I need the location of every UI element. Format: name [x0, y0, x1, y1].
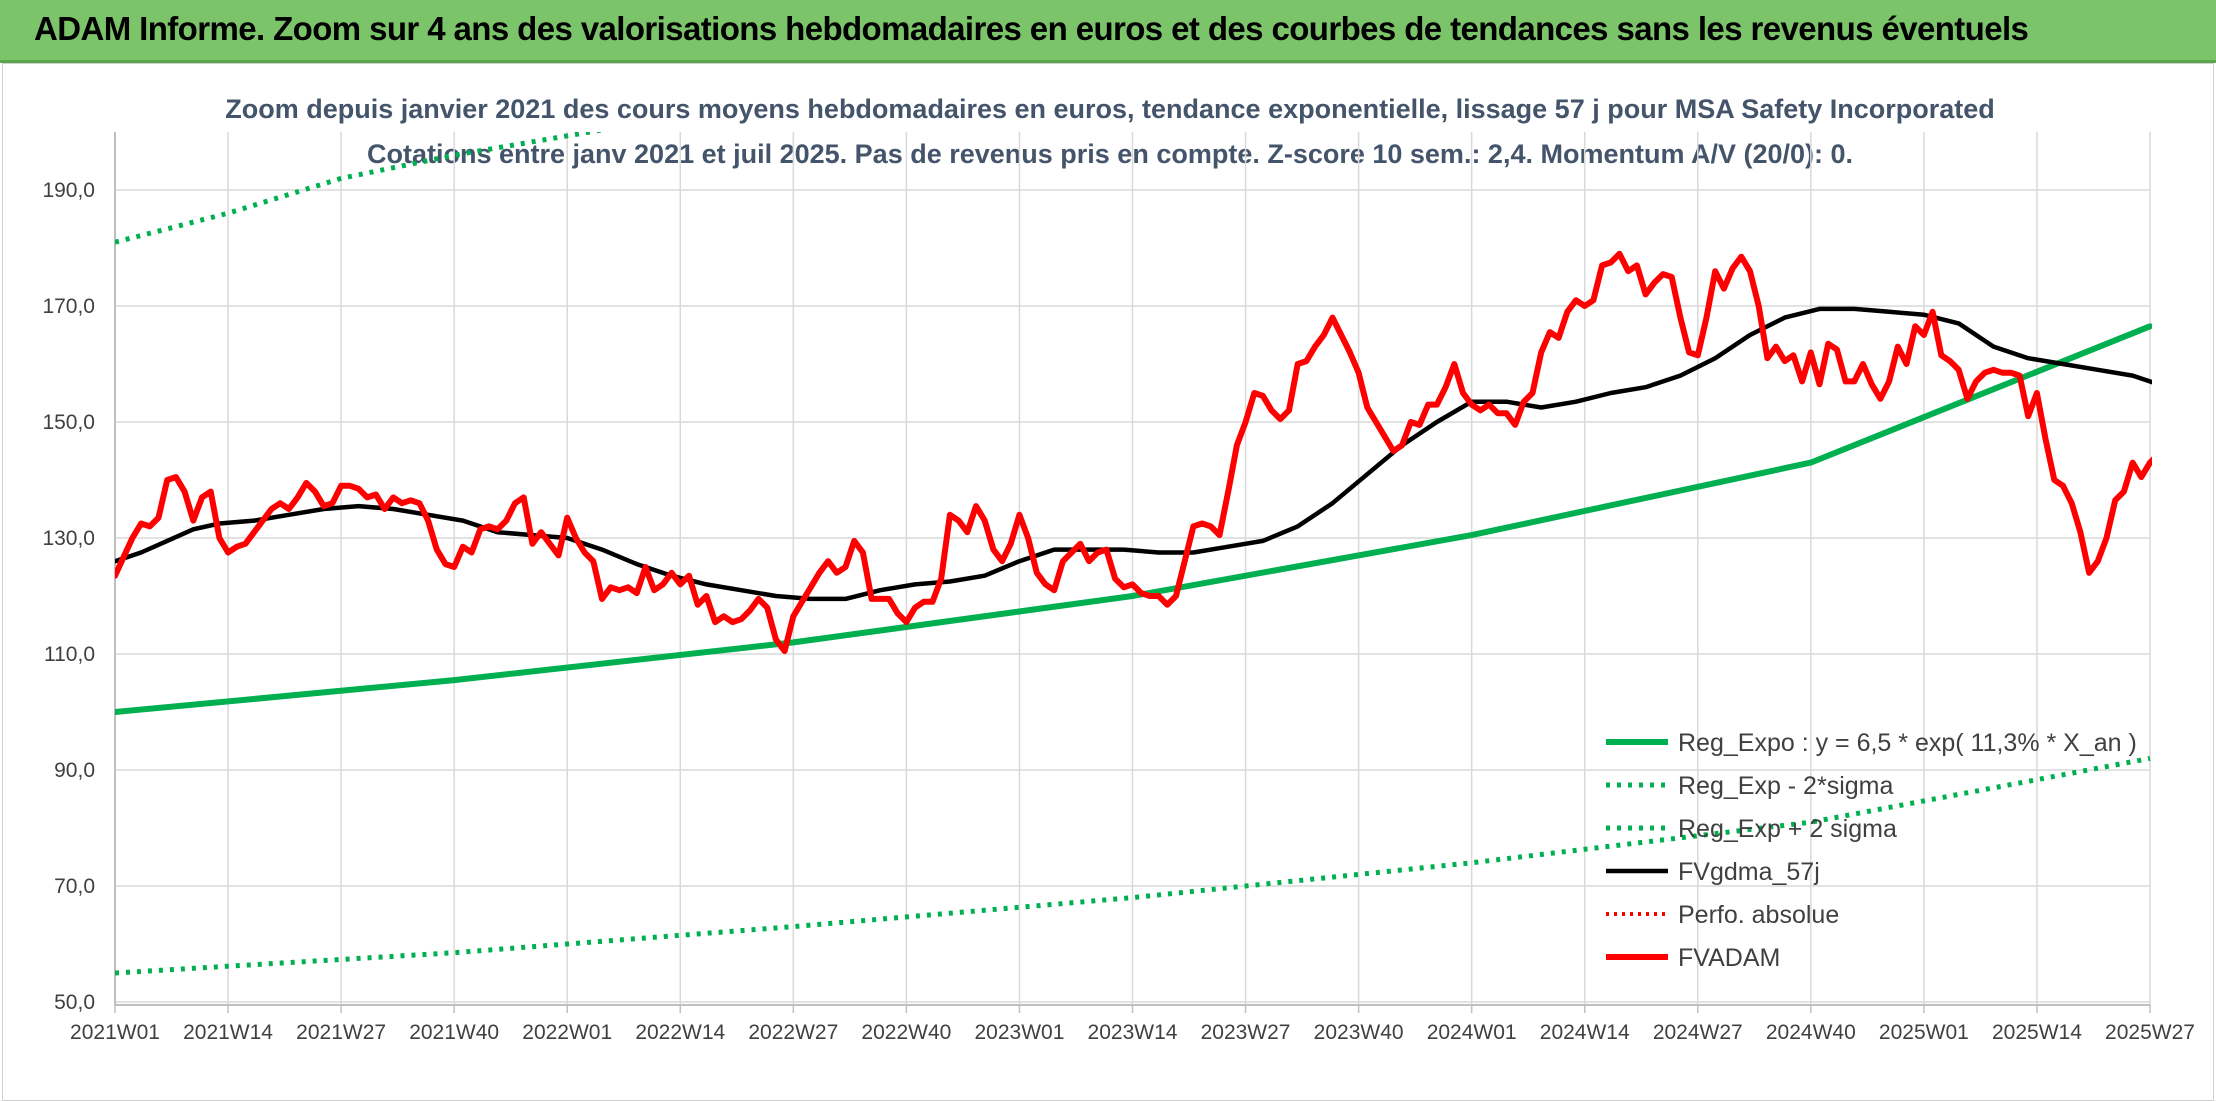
x-tick-label: 2022W14 — [635, 1021, 725, 1044]
x-tick-label: 2024W27 — [1653, 1021, 1743, 1044]
x-tick-label: 2021W01 — [70, 1021, 160, 1044]
x-tick-label: 2023W14 — [1088, 1021, 1178, 1044]
legend-label-3: FVgdma_57j — [1678, 858, 1820, 886]
x-tick-label: 2025W01 — [1879, 1021, 1969, 1044]
y-tick-label: 130,0 — [42, 527, 95, 550]
x-tick-label: 2022W27 — [748, 1021, 838, 1044]
chart-frame: Zoom depuis janvier 2021 des cours moyen… — [2, 63, 2214, 1101]
legend: Reg_Expo : y = 6,5 * exp( 11,3% * X_an )… — [1606, 729, 2137, 972]
series-line-2 — [115, 132, 605, 245]
legend-label-4: Perfo. absolue — [1678, 901, 1839, 929]
plot-lines — [115, 132, 2152, 976]
chart-title: Zoom depuis janvier 2021 des cours moyen… — [225, 94, 1995, 124]
series-line-3 — [115, 306, 2152, 602]
x-tick-label: 2021W27 — [296, 1021, 386, 1044]
x-tick-label: 2023W40 — [1314, 1021, 1404, 1044]
x-tick-label: 2021W40 — [409, 1021, 499, 1044]
banner: ADAM Informe. Zoom sur 4 ans des valoris… — [0, 0, 2216, 63]
series-line-5 — [115, 250, 2152, 655]
axis-labels: 50,0 70,0 90,0 110,0 130,0 150,0 170,0 190,0 202… — [42, 179, 2195, 1044]
x-tick-label: 2023W01 — [974, 1021, 1064, 1044]
x-tick-label: 2024W40 — [1766, 1021, 1856, 1044]
legend-label-2: Reg_Exp + 2 sigma — [1678, 815, 1897, 843]
x-tick-label: 2022W40 — [861, 1021, 951, 1044]
y-tick-label: 70,0 — [54, 875, 95, 898]
chart-subtitle: Cotations entre janv 2021 et juil 2025. … — [367, 139, 1853, 169]
x-tick-label: 2024W01 — [1427, 1021, 1517, 1044]
y-tick-label: 50,0 — [54, 991, 95, 1014]
y-tick-label: 110,0 — [44, 643, 95, 666]
series-line-0 — [115, 323, 2152, 715]
y-tick-label: 170,0 — [42, 295, 95, 318]
legend-label-5: FVADAM — [1678, 944, 1780, 972]
legend-label-1: Reg_Exp - 2*sigma — [1678, 772, 1893, 800]
banner-title: ADAM Informe. Zoom sur 4 ans des valoris… — [34, 10, 2029, 47]
x-tick-label: 2025W27 — [2105, 1021, 2195, 1044]
y-tick-label: 150,0 — [42, 411, 95, 434]
x-tick-label: 2021W14 — [183, 1021, 273, 1044]
x-tick-label: 2022W01 — [522, 1021, 612, 1044]
y-tick-label: 90,0 — [54, 759, 95, 782]
x-tick-label: 2025W14 — [1992, 1021, 2082, 1044]
x-tick-label: 2023W27 — [1201, 1021, 1291, 1044]
legend-label-0: Reg_Expo : y = 6,5 * exp( 11,3% * X_an ) — [1678, 729, 2137, 757]
y-tick-label: 190,0 — [42, 179, 95, 202]
x-tick-label: 2024W14 — [1540, 1021, 1630, 1044]
grid — [114, 132, 2151, 1013]
chart: Zoom depuis janvier 2021 des cours moyen… — [42, 94, 2195, 1044]
